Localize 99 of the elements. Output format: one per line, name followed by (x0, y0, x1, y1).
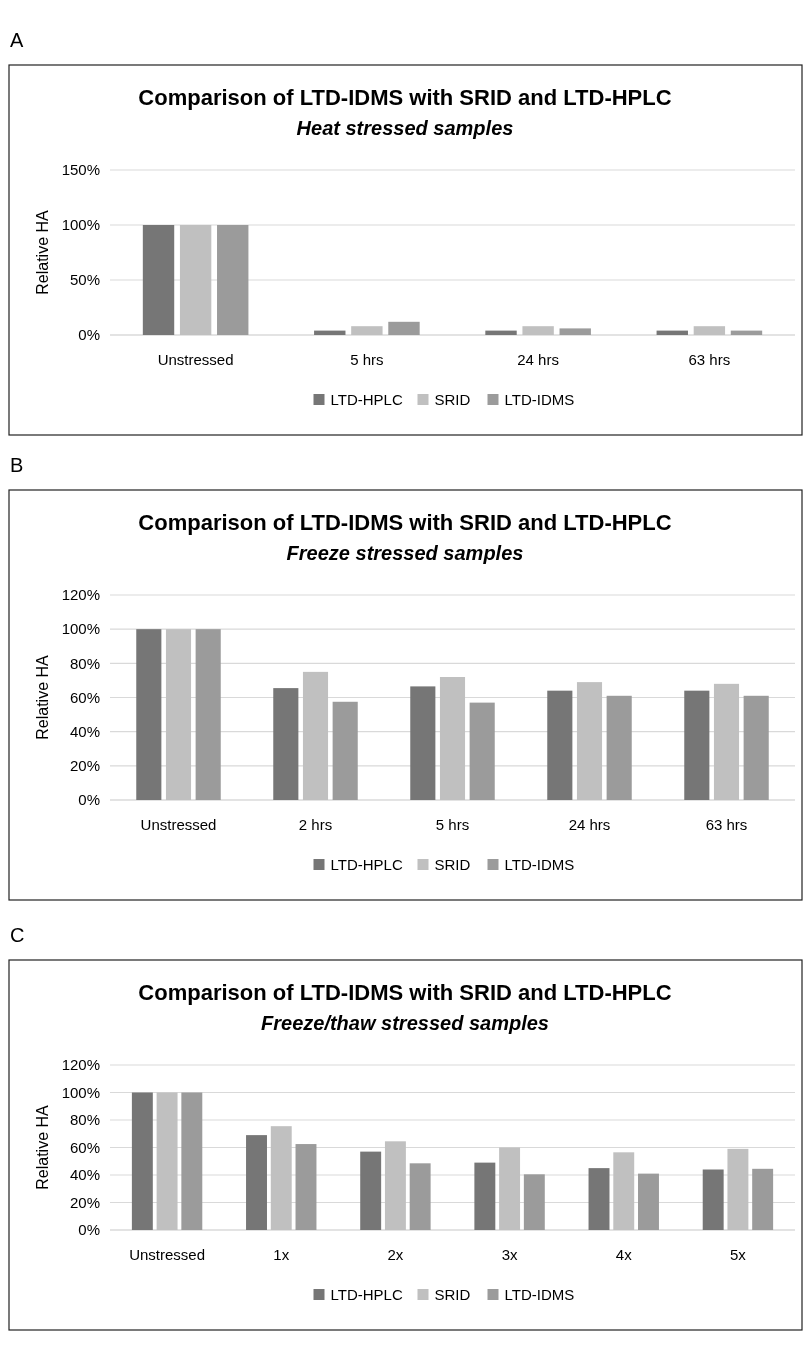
y-tick-label: 0% (78, 326, 100, 344)
y-tick-label: 0% (78, 791, 100, 809)
bar (136, 629, 162, 800)
y-tick-label: 20% (69, 1193, 100, 1211)
x-tick-label: 5 hrs (350, 351, 384, 368)
bar (388, 321, 420, 335)
legend-label: LTD-HPLC (330, 391, 403, 409)
bar (752, 1168, 774, 1230)
y-tick-label: 80% (69, 654, 100, 672)
x-tick-label: 4x (615, 1246, 633, 1263)
bar (638, 1173, 659, 1230)
bar (656, 330, 688, 335)
bar (613, 1152, 635, 1230)
bar (499, 1147, 521, 1230)
chart-title: Comparison of LTD-IDMS with SRID and LTD-HPLC (138, 85, 672, 110)
bar (270, 1126, 292, 1230)
bar (351, 326, 383, 335)
x-tick-label: 2 hrs (298, 816, 333, 833)
bar (588, 1168, 610, 1230)
bar (576, 682, 603, 800)
y-axis-title: Relative HA (34, 209, 51, 295)
bar (523, 1174, 545, 1230)
x-tick-label: Unstressed (157, 351, 234, 368)
bar (469, 702, 495, 800)
legend-label: SRID (434, 856, 471, 874)
bar (156, 1092, 178, 1230)
x-tick-label: 5 hrs (435, 816, 470, 833)
x-tick-label: 1x (273, 1246, 290, 1263)
bar (559, 328, 591, 335)
bar (179, 225, 212, 335)
bar (410, 686, 436, 800)
y-tick-label: 100% (61, 216, 100, 234)
bar (474, 1162, 496, 1230)
bar (730, 330, 763, 335)
bar (693, 326, 726, 335)
x-tick-label: Unstressed (140, 816, 217, 833)
bar (165, 629, 192, 800)
bar (409, 1163, 431, 1230)
y-tick-label: 100% (61, 620, 100, 638)
bar (547, 690, 573, 800)
x-tick-label: Unstressed (129, 1246, 206, 1263)
legend-label: SRID (434, 391, 471, 409)
bar (273, 688, 299, 800)
bar (131, 1092, 153, 1230)
text: A (10, 29, 24, 51)
bar (142, 225, 175, 335)
chart-subtitle: Heat stressed samples (296, 117, 514, 139)
y-tick-label: 40% (69, 1166, 100, 1184)
y-tick-label: 100% (61, 1083, 100, 1101)
bar (295, 1144, 317, 1230)
legend-label: SRID (434, 1286, 471, 1304)
x-tick-label: 63 hrs (688, 351, 731, 368)
y-tick-label: 120% (61, 586, 100, 604)
legend-label: LTD-IDMS (504, 1286, 575, 1304)
y-tick-label: 120% (61, 1056, 100, 1074)
bar (606, 695, 632, 800)
bar (360, 1151, 382, 1230)
text: C (10, 924, 25, 946)
bar (181, 1092, 203, 1230)
legend-label: LTD-IDMS (504, 856, 575, 874)
bar (246, 1135, 267, 1230)
bar (195, 629, 221, 800)
x-tick-label: 63 hrs (705, 816, 748, 833)
bar (332, 701, 358, 800)
y-tick-label: 60% (69, 1138, 100, 1156)
bar (302, 671, 329, 800)
y-tick-label: 40% (69, 722, 100, 740)
bar (684, 690, 710, 800)
y-tick-label: 80% (69, 1111, 100, 1129)
x-tick-label: 24 hrs (568, 816, 611, 833)
legend-label: LTD-IDMS (504, 391, 575, 409)
bar (702, 1169, 724, 1230)
chart-title: Comparison of LTD-IDMS with SRID and LTD-HPLC (138, 510, 672, 535)
y-axis-title: Relative HA (34, 654, 51, 740)
bar (727, 1148, 749, 1231)
y-tick-label: 20% (69, 757, 100, 775)
y-tick-label: 60% (69, 688, 100, 706)
text: B (10, 454, 24, 476)
x-tick-label: 5x (729, 1246, 747, 1263)
x-tick-label: 3x (501, 1246, 518, 1263)
legend-label: LTD-HPLC (330, 856, 403, 874)
x-tick-label: 24 hrs (517, 351, 559, 368)
y-tick-label: 150% (61, 161, 100, 179)
y-tick-label: 0% (78, 1221, 100, 1239)
chart-subtitle: Freeze stressed samples (286, 542, 524, 564)
bar (384, 1141, 406, 1230)
y-axis-title: Relative HA (34, 1104, 51, 1190)
bar (485, 330, 517, 335)
legend-label: LTD-HPLC (330, 1286, 403, 1304)
bar (217, 225, 249, 335)
bar (314, 330, 346, 335)
chart-title: Comparison of LTD-IDMS with SRID and LTD-HPLC (138, 980, 672, 1005)
bar (522, 326, 554, 335)
bar (743, 695, 769, 800)
chart-subtitle: Freeze/thaw stressed samples (261, 1012, 549, 1034)
bar (439, 677, 466, 800)
bar (713, 683, 740, 800)
x-tick-label: 2x (387, 1246, 404, 1263)
y-tick-label: 50% (69, 271, 100, 289)
